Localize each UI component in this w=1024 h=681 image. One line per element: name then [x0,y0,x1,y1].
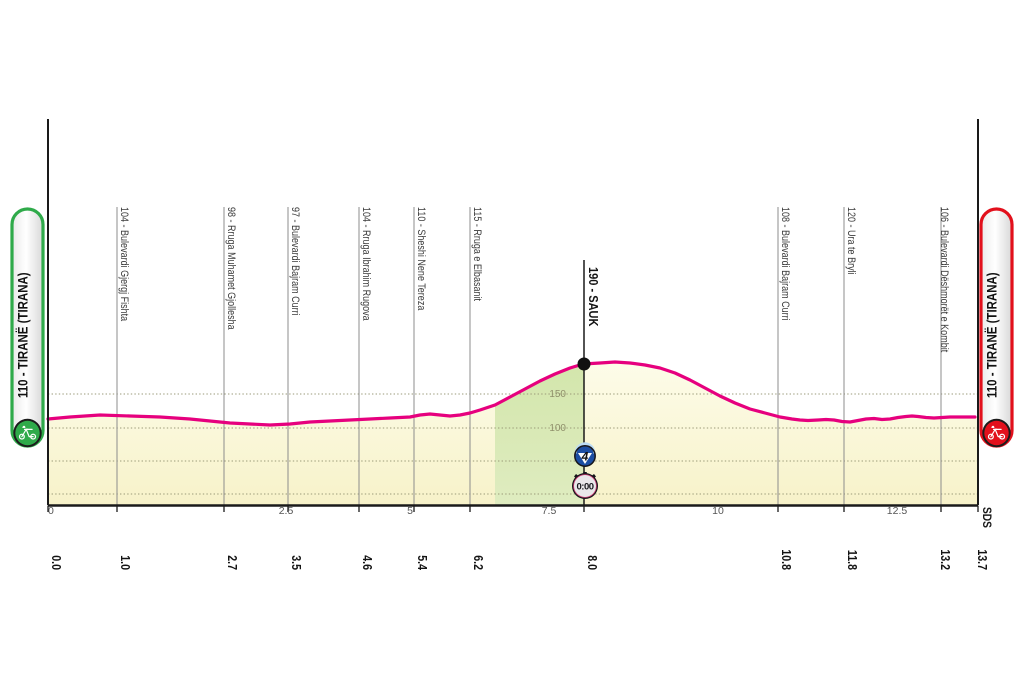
svg-text:11.8: 11.8 [845,550,859,571]
svg-text:2.5: 2.5 [279,505,294,517]
svg-text:13.7: 13.7 [975,549,989,570]
svg-text:106 - Bulevardi Dëshmorët e Ko: 106 - Bulevardi Dëshmorët e Kombit [938,207,950,352]
svg-text:98 - Rruga Muhamet Gjollesha: 98 - Rruga Muhamet Gjollesha [225,207,237,330]
svg-text:120 - Ura te Bryli: 120 - Ura te Bryli [845,207,857,275]
svg-text:10: 10 [712,505,724,517]
svg-text:3.5: 3.5 [289,555,303,570]
svg-text:0.0: 0.0 [49,555,63,570]
svg-text:190 - SAUK: 190 - SAUK [586,267,601,327]
svg-text:104 - Bulevardi Gjergj Fishta: 104 - Bulevardi Gjergj Fishta [118,207,130,322]
svg-text:0: 0 [48,505,54,517]
svg-text:100: 100 [549,423,566,434]
svg-text:115 - Rruga e Elbasanit: 115 - Rruga e Elbasanit [471,207,483,301]
svg-text:110 - TIRANË (TIRANA): 110 - TIRANË (TIRANA) [983,272,999,398]
svg-text:108 - Bulevardi Bajram Curri: 108 - Bulevardi Bajram Curri [779,207,791,321]
svg-text:6.2: 6.2 [471,555,485,570]
svg-text:110 - Sheshi Nene Tereza: 110 - Sheshi Nene Tereza [415,207,427,311]
svg-text:104 - Rruga Ibrahim Rugova: 104 - Rruga Ibrahim Rugova [360,207,372,321]
svg-text:7.5: 7.5 [542,505,557,517]
svg-text:110 - TIRANË (TIRANA): 110 - TIRANË (TIRANA) [14,272,30,398]
svg-text:10.8: 10.8 [779,549,793,570]
svg-text:4.6: 4.6 [360,555,374,570]
svg-text:150: 150 [549,389,566,400]
svg-text:12.5: 12.5 [887,505,908,517]
svg-text:8.0: 8.0 [585,555,599,570]
svg-text:1.0: 1.0 [118,555,132,570]
svg-text:13.2: 13.2 [938,549,952,570]
svg-text:0:00: 0:00 [576,481,593,492]
svg-text:97 - Bulevardi Bajram Curri: 97 - Bulevardi Bajram Curri [289,207,301,316]
svg-text:2.7: 2.7 [225,555,239,570]
svg-text:5: 5 [407,505,413,517]
svg-text:4: 4 [581,449,589,463]
svg-text:5.4: 5.4 [415,555,429,570]
svg-text:SDS: SDS [980,507,993,528]
